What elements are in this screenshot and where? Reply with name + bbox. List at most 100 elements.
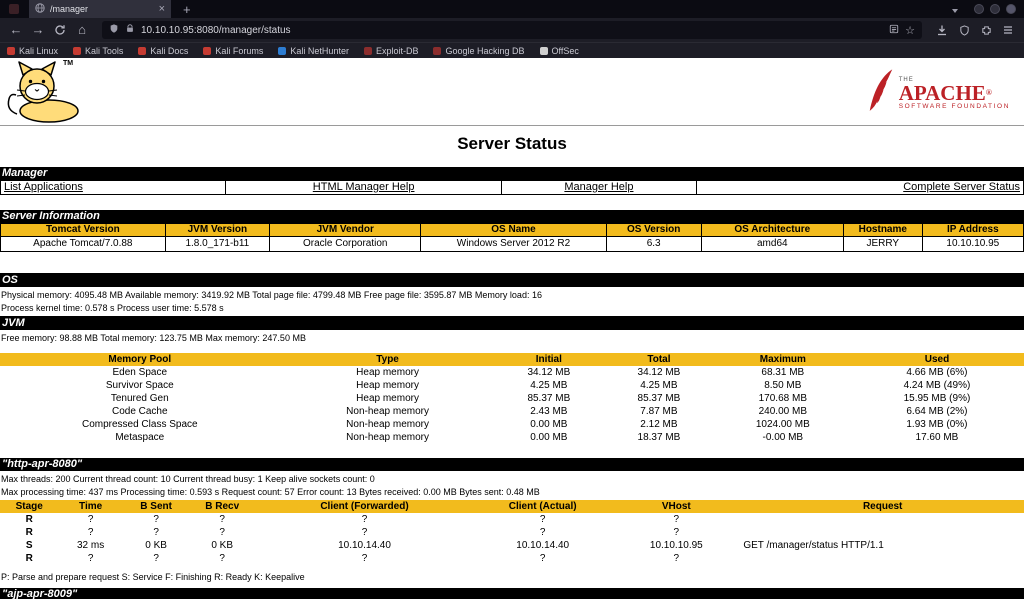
menu-icon[interactable] bbox=[998, 24, 1018, 36]
bookmark-item[interactable]: Kali Linux bbox=[7, 46, 58, 56]
table-row: S 32 ms 0 KB 0 KB 10.10.14.40 10.10.14.40 10.1… bbox=[0, 539, 1024, 552]
cell: 2.43 MB bbox=[530, 406, 568, 417]
bookmark-favicon bbox=[433, 46, 442, 55]
reload-button[interactable] bbox=[50, 24, 70, 36]
header-cell: Client (Actual) bbox=[474, 500, 612, 513]
cell: ? bbox=[361, 527, 368, 538]
bookmark-item[interactable]: OffSec bbox=[539, 46, 579, 56]
link-complete-server-status[interactable]: Complete Server Status bbox=[903, 181, 1020, 193]
bookmark-item[interactable]: Exploit-DB bbox=[363, 45, 419, 56]
cell: 85.37 MB bbox=[527, 393, 571, 404]
cell: Windows Server 2012 R2 bbox=[420, 236, 607, 252]
cell: 4.25 MB bbox=[640, 380, 678, 391]
downloads-icon[interactable] bbox=[932, 24, 952, 36]
cell: ? bbox=[361, 553, 368, 564]
tab-list-chevron-icon[interactable] bbox=[952, 0, 958, 18]
tomcat-logo: TM bbox=[3, 60, 95, 129]
cell: 170.68 MB bbox=[758, 393, 807, 404]
cell: 34.12 MB bbox=[527, 367, 571, 378]
cell: Heap memory bbox=[356, 393, 419, 404]
extensions-icon[interactable] bbox=[976, 25, 996, 36]
cell: 15.95 MB (9%) bbox=[903, 393, 971, 404]
header-cell: JVM Version bbox=[164, 223, 271, 237]
bookmark-label: Kali Tools bbox=[85, 45, 124, 56]
url-bar[interactable]: 10.10.10.95:8080/manager/status ☆ bbox=[102, 21, 922, 39]
table-row: R?????? bbox=[0, 552, 1024, 565]
tracking-shield-icon[interactable] bbox=[109, 21, 119, 39]
bookmark-favicon bbox=[539, 46, 548, 55]
reader-mode-icon[interactable] bbox=[889, 21, 899, 39]
cell: ? bbox=[673, 527, 680, 538]
cell: Heap memory bbox=[356, 380, 419, 391]
bookmark-item[interactable]: Kali NetHunter bbox=[278, 46, 349, 56]
link-html-manager-help[interactable]: HTML Manager Help bbox=[312, 181, 415, 193]
header-cell: VHost bbox=[611, 500, 742, 513]
header-cell: Used bbox=[849, 353, 1024, 366]
link-list-applications[interactable]: List Applications bbox=[4, 181, 83, 193]
cell: 4.66 MB (6%) bbox=[906, 367, 968, 378]
navigation-toolbar: ← → ⌂ 10.10.10.95:8080/manager/status ☆ bbox=[0, 18, 1024, 42]
cell: ? bbox=[153, 514, 159, 525]
cell: ? bbox=[153, 527, 159, 538]
table-row: Compressed Class Space Non-heap memory 0.0… bbox=[0, 418, 1024, 431]
jvm-memory-pool-table: Memory Pool Type Initial Total Maximum Used E… bbox=[0, 353, 1024, 444]
header-cell: JVM Vendor bbox=[269, 223, 422, 237]
cell: Heap memory bbox=[356, 367, 419, 378]
cell: 0.00 MB bbox=[530, 432, 568, 443]
window-titlebar: /manager × + bbox=[0, 0, 1024, 18]
back-button[interactable]: ← bbox=[9, 22, 23, 37]
server-information-table: Tomcat Version JVM Version JVM Vendor OS Na… bbox=[0, 223, 1024, 252]
bookmark-item[interactable]: Google Hacking DB bbox=[433, 46, 525, 56]
apache-logo-subtitle: SOFTWARE FOUNDATION bbox=[898, 103, 1010, 110]
cell: R bbox=[25, 553, 33, 564]
lock-icon[interactable] bbox=[125, 21, 135, 39]
cell: 6.64 MB (2%) bbox=[906, 406, 968, 417]
bookmark-label: Kali Docs bbox=[150, 45, 189, 56]
cell: 0 KB bbox=[211, 540, 234, 551]
bookmark-label: Exploit-DB bbox=[375, 45, 419, 56]
section-bar-http-connector: "http-apr-8080" bbox=[0, 458, 1024, 471]
bookmark-favicon bbox=[278, 46, 287, 55]
forward-button[interactable]: → bbox=[31, 22, 45, 37]
cell: 18.37 MB bbox=[637, 432, 681, 443]
browser-tab[interactable]: /manager × bbox=[29, 0, 171, 18]
cell: GET /manager/status HTTP/1.1 bbox=[743, 540, 884, 551]
page-title: Server Status bbox=[457, 134, 567, 153]
firefox-view-icon[interactable] bbox=[9, 4, 19, 14]
new-tab-button[interactable]: + bbox=[183, 1, 191, 17]
home-button[interactable]: ⌂ bbox=[78, 22, 86, 37]
bookmark-item[interactable]: Kali Docs bbox=[138, 46, 188, 56]
cell: Eden Space bbox=[112, 367, 168, 378]
maximize-button[interactable] bbox=[990, 4, 1000, 14]
apache-logo: THE APACHE® SOFTWARE FOUNDATION bbox=[868, 66, 1010, 121]
cell bbox=[741, 513, 1024, 526]
cell: 10.10.10.95 bbox=[649, 540, 703, 551]
bookmark-favicon bbox=[138, 46, 147, 55]
bookmark-star-icon[interactable]: ☆ bbox=[905, 24, 915, 37]
account-shield-icon[interactable] bbox=[954, 24, 974, 36]
table-row: Eden Space Heap memory 34.12 MB 34.12 MB 68.… bbox=[0, 366, 1024, 379]
apache-logo-the: THE bbox=[898, 77, 914, 83]
cell: 10.10.10.95 bbox=[921, 236, 1024, 252]
bookmark-label: Kali NetHunter bbox=[290, 45, 349, 56]
minimize-button[interactable] bbox=[974, 4, 984, 14]
cell: ? bbox=[539, 514, 546, 525]
apache-feather-icon bbox=[868, 66, 894, 121]
site-header: TM THE APACHE® SOFTWARE FOUNDATION bbox=[0, 58, 1024, 126]
link-manager-help[interactable]: Manager Help bbox=[564, 181, 634, 193]
tab-close-icon[interactable]: × bbox=[158, 2, 165, 15]
cell: ? bbox=[673, 514, 680, 525]
bookmark-item[interactable]: Kali Forums bbox=[203, 46, 263, 56]
cell: 4.25 MB bbox=[530, 380, 568, 391]
cell: 4.24 MB (49%) bbox=[903, 380, 971, 391]
jvm-memory-stats: Free memory: 98.88 MB Total memory: 123.… bbox=[1, 333, 306, 343]
window-close-button[interactable] bbox=[1006, 4, 1016, 14]
stage-legend: P: Parse and prepare request S: Service … bbox=[1, 572, 305, 582]
cell: 6.3 bbox=[605, 236, 702, 252]
cell: ? bbox=[539, 553, 546, 564]
apache-logo-name: APACHE® bbox=[898, 81, 992, 105]
bookmark-item[interactable]: Kali Tools bbox=[73, 46, 123, 56]
cell: 10.10.14.40 bbox=[516, 540, 570, 551]
cell: ? bbox=[87, 527, 94, 538]
header-cell: IP Address bbox=[921, 223, 1024, 237]
